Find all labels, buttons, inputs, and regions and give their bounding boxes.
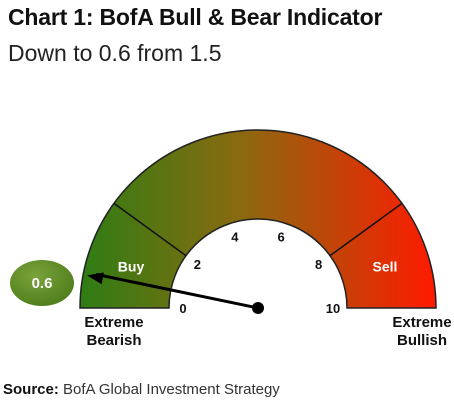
value-badge: [10, 260, 74, 306]
chart-subtitle: Down to 0.6 from 1.5: [8, 40, 222, 66]
zone-label-sell: Sell: [373, 259, 398, 275]
min-label: Bearish: [86, 332, 141, 349]
gauge-band: [79, 129, 437, 309]
tick-label: 8: [315, 257, 322, 272]
source-note: Source: BofA Global Investment Strategy: [3, 381, 280, 398]
needle-pivot: [252, 302, 264, 314]
max-label: Bullish: [397, 332, 447, 349]
needle: [95, 272, 259, 310]
zone-divider: [113, 202, 187, 257]
zone-divider: [329, 202, 403, 257]
chart-title: Chart 1: BofA Bull & Bear Indicator: [8, 4, 383, 30]
value-label: 0.6: [32, 275, 53, 292]
needle-arrowhead: [87, 272, 104, 285]
tick-label: 4: [231, 230, 239, 245]
tick-label: 10: [326, 301, 340, 316]
source-label: Source:: [3, 381, 59, 398]
tick-label: 0: [179, 301, 186, 316]
min-label: Extreme: [84, 314, 143, 331]
max-label: Extreme: [392, 314, 451, 331]
zone-label-buy: Buy: [118, 259, 145, 275]
source-text: BofA Global Investment Strategy: [58, 381, 280, 398]
tick-label: 2: [194, 257, 201, 272]
tick-label: 6: [278, 230, 285, 245]
